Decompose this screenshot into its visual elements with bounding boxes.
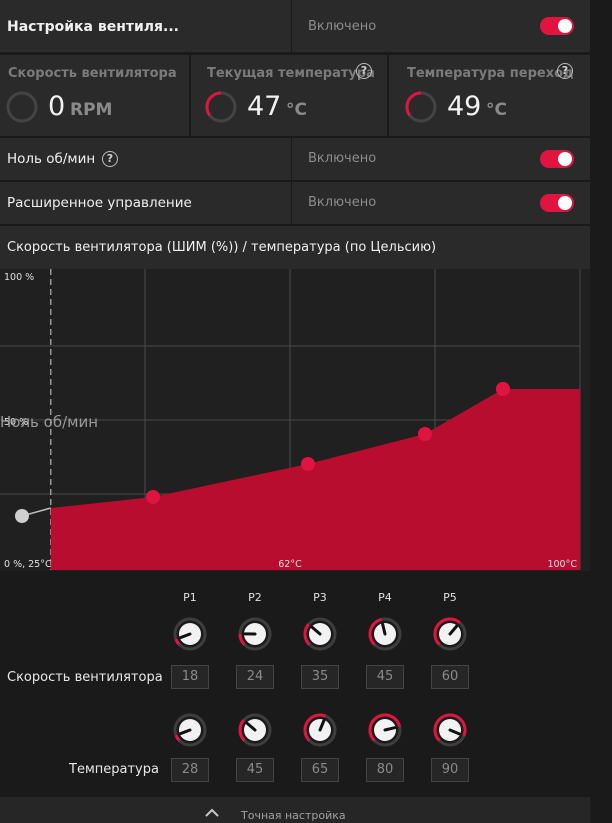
stat-value: 49 [447, 91, 482, 122]
curve-header: Скорость вентилятора (ШИМ (%)) / темпера… [7, 240, 437, 255]
temp-knob-p2[interactable] [237, 712, 273, 748]
curve-point-p5[interactable] [496, 382, 510, 396]
zero-rpm-row: Ноль об/мин ? Включено [0, 138, 590, 180]
temp-input-p4[interactable]: 80 [366, 758, 404, 782]
point-column-label: P1 [183, 591, 197, 604]
speed-knob-p5[interactable] [432, 616, 468, 652]
fine-tuning-label: Точная настройка [241, 809, 346, 822]
speed-input-p1[interactable]: 18 [171, 665, 209, 689]
speed-input-p4[interactable]: 45 [366, 665, 404, 689]
speed-knob-p1[interactable] [172, 616, 208, 652]
point-column-label: P3 [313, 591, 327, 604]
zero-rpm-state: Включено [308, 151, 377, 166]
fan-tuning-header-row: Настройка вентиля... Включено [0, 0, 590, 52]
gauge-ring-icon [6, 91, 38, 123]
stat-unit: RPM [70, 100, 113, 120]
zero-rpm-state-cell: Включено [291, 138, 590, 180]
stat-title: Температура переход [407, 66, 574, 81]
help-icon[interactable]: ? [356, 63, 372, 79]
stat-value: 47 [247, 91, 282, 122]
speed-knob-p4[interactable] [367, 616, 403, 652]
temp-input-p1[interactable]: 28 [171, 758, 209, 782]
x-axis-max-label: 100°C [547, 559, 577, 570]
toggle-knob [558, 152, 572, 166]
y-axis-top-label: 100 % [4, 272, 34, 283]
stat-current-temp: Текущая температура ? 47 °C [191, 55, 387, 136]
fan-tuning-toggle[interactable] [540, 17, 574, 35]
zero-rpm-point[interactable] [15, 509, 29, 523]
axis-origin-label: 0 %, 25°C [4, 559, 52, 570]
temp-knob-p3[interactable] [302, 712, 338, 748]
advanced-control-state-cell: Включено [291, 182, 590, 224]
help-icon[interactable]: ? [102, 151, 118, 167]
fan-tuning-state-cell: Включено [291, 0, 590, 52]
zero-rpm-label: Ноль об/мин [7, 151, 96, 167]
temp-input-p3[interactable]: 65 [301, 758, 339, 782]
speed-input-p3[interactable]: 35 [301, 665, 339, 689]
speed-knob-p3[interactable] [302, 616, 338, 652]
stat-fan-speed: Скорость вентилятора 0 RPM [0, 55, 189, 136]
speed-knob-p2[interactable] [237, 616, 273, 652]
temp-input-p5[interactable]: 90 [431, 758, 469, 782]
y-axis-mid-label: 50 % [4, 417, 28, 428]
stat-unit: °C [286, 100, 307, 120]
temp-input-p2[interactable]: 45 [236, 758, 274, 782]
gauge-ring-icon [405, 91, 437, 123]
stat-junction-temp: Температура переход ? 49 °C [389, 55, 590, 136]
fan-curve-area [50, 389, 580, 570]
fine-tuning-toggle[interactable]: Точная настройка [0, 797, 590, 823]
toggle-knob [558, 196, 572, 210]
point-column-label: P5 [443, 591, 457, 604]
point-column-label: P2 [248, 591, 262, 604]
curve-point-p2[interactable] [301, 457, 315, 471]
x-axis-mid-label: 62°C [278, 559, 302, 570]
stat-title: Скорость вентилятора [8, 66, 177, 81]
advanced-control-label: Расширенное управление [7, 195, 192, 211]
gauge-ring-icon [205, 91, 237, 123]
curve-point-p1[interactable] [146, 490, 160, 504]
advanced-control-state: Включено [308, 195, 377, 210]
zero-rpm-overlay-label: Ноль об/мин [0, 413, 98, 431]
stat-title: Текущая температура [207, 66, 375, 81]
zero-rpm-toggle[interactable] [540, 150, 574, 168]
speed-row-label: Скорость вентилятора [7, 670, 163, 685]
curve-point-p3[interactable] [418, 427, 432, 441]
fan-curve-chart[interactable]: 100 % 50 % 0 %, 25°C 62°C 100°C Ноль об/мин [0, 269, 590, 571]
temp-row-label: Температура [69, 762, 159, 777]
advanced-control-toggle[interactable] [540, 194, 574, 212]
fan-tuning-state: Включено [308, 19, 377, 34]
temp-knob-p5[interactable] [432, 712, 468, 748]
advanced-control-row: Расширенное управление Включено [0, 182, 590, 224]
stat-value: 0 [48, 91, 66, 122]
curve-header-row: Скорость вентилятора (ШИМ (%)) / темпера… [0, 226, 590, 269]
chevron-up-icon [205, 808, 219, 817]
point-column-label: P4 [378, 591, 392, 604]
temp-knob-p4[interactable] [367, 712, 403, 748]
stat-unit: °C [486, 100, 507, 120]
fan-tuning-title: Настройка вентиля... [7, 19, 179, 35]
temp-knob-p1[interactable] [172, 712, 208, 748]
help-icon[interactable]: ? [557, 63, 573, 79]
speed-input-p5[interactable]: 60 [431, 665, 469, 689]
speed-input-p2[interactable]: 24 [236, 665, 274, 689]
toggle-knob [558, 19, 572, 33]
